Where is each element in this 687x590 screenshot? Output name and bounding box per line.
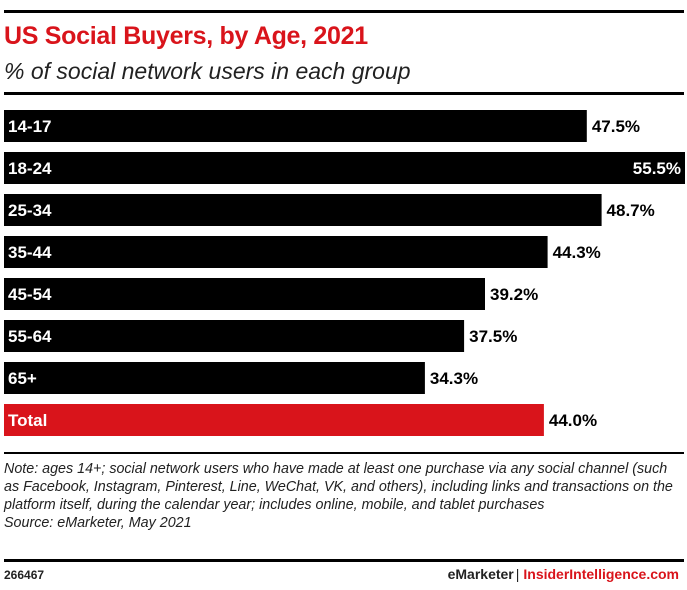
- bottom-rule: [4, 559, 684, 562]
- header-rule: [4, 92, 684, 95]
- footer-separator: |: [515, 566, 520, 582]
- value-label: 44.0%: [549, 411, 597, 430]
- category-label: 35-44: [8, 243, 52, 262]
- chart-title: US Social Buyers, by Age, 2021: [4, 22, 368, 50]
- chart-subtitle: % of social network users in each group: [4, 58, 411, 84]
- brand-name: eMarketer: [447, 566, 514, 582]
- source-text: Source: eMarketer, May 2021: [4, 515, 192, 531]
- top-rule: [4, 10, 684, 13]
- bar-35-44: [4, 236, 548, 268]
- notes-rule: [4, 452, 684, 454]
- value-label: 34.3%: [430, 369, 478, 388]
- value-label: 47.5%: [592, 117, 640, 136]
- bar-total: [4, 404, 544, 436]
- site-link[interactable]: InsiderIntelligence.com: [523, 566, 679, 582]
- value-label: 44.3%: [553, 243, 601, 262]
- category-label: 55-64: [8, 327, 52, 346]
- category-label: 25-34: [8, 201, 52, 220]
- footer-brand: eMarketer | InsiderIntelligence.com: [448, 566, 679, 582]
- bar-14-17: [4, 110, 587, 142]
- bar-45-54: [4, 278, 485, 310]
- bar-55-64: [4, 320, 465, 352]
- category-label: 45-54: [8, 285, 52, 304]
- chart-id: 266467: [4, 568, 45, 582]
- chart-notes: Note: ages 14+; social network users who…: [4, 460, 684, 532]
- category-label: 18-24: [8, 159, 52, 178]
- bar-18-24: [4, 152, 685, 184]
- category-label: 14-17: [8, 117, 51, 136]
- value-label: 55.5%: [633, 159, 681, 178]
- category-label: Total: [8, 411, 47, 430]
- bar-25-34: [4, 194, 602, 226]
- category-label: 65+: [8, 369, 37, 388]
- bar-chart: 14-17 47.5% 18-24 55.5% 25-34 48.7% 35-44 44.3%…: [4, 110, 685, 436]
- value-label: 48.7%: [607, 201, 655, 220]
- bar-65: [4, 362, 425, 394]
- value-label: 37.5%: [469, 327, 517, 346]
- note-text: Note: ages 14+; social network users who…: [4, 461, 673, 513]
- value-label: 39.2%: [490, 285, 538, 304]
